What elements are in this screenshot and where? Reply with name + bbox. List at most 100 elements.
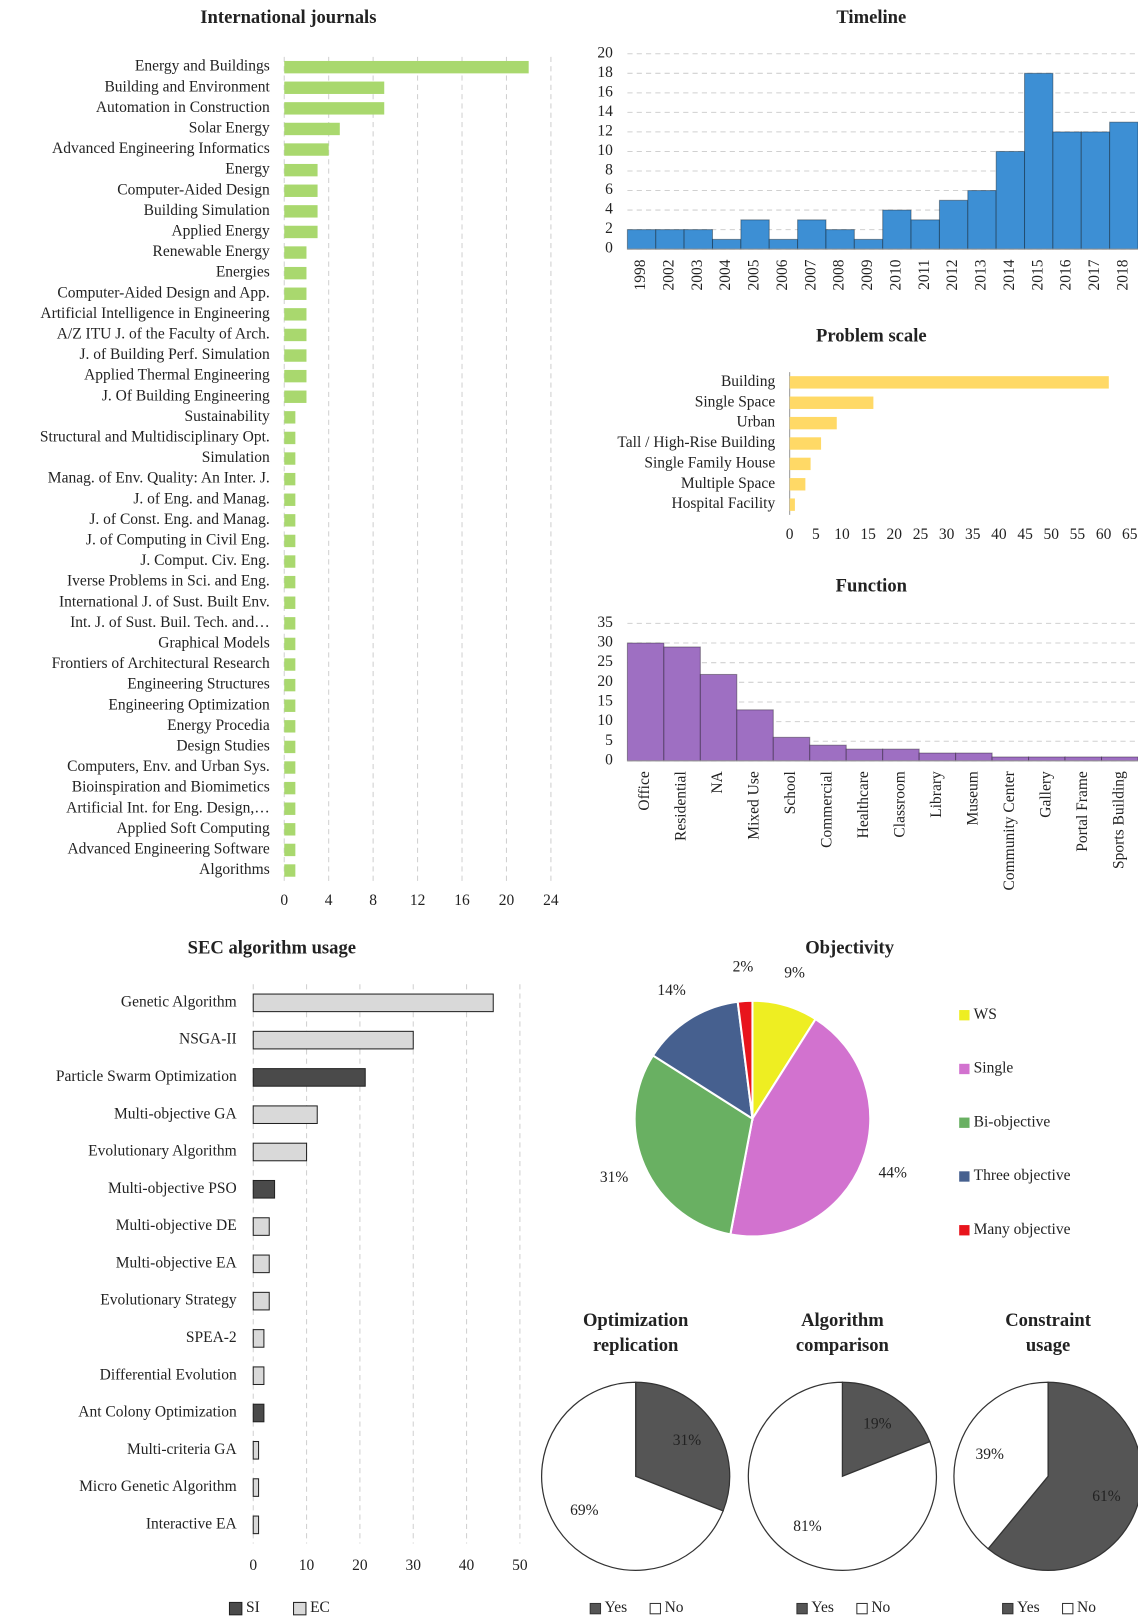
x-tick-label: 1998 [632,259,649,290]
y-tick-label: 10 [597,712,613,729]
x-tick-label: 16 [454,892,470,909]
y-tick-label: Energy and Buildings [135,58,270,75]
bar [825,229,855,250]
x-tick-label: 10 [834,526,850,543]
y-tick-label: J. of Building Perf. Simulation [79,346,270,363]
data-label: 31% [600,1169,628,1186]
y-tick-label: Computer-Aided Design [117,181,270,198]
bar [284,205,318,218]
x-tick-label: 15 [860,526,876,543]
legend-swatch [959,1171,970,1182]
bar [284,534,296,548]
bar [284,246,307,259]
x-tick-label: 50 [1044,526,1060,543]
legend-swatch [589,1602,602,1615]
bar [284,514,296,527]
x-tick-label: 0 [280,892,288,909]
y-tick-label: Particle Swarm Optimization [56,1068,237,1085]
y-tick-label: Applied Energy [171,223,270,240]
x-tick-label: 2005 [746,259,763,290]
bar [284,452,296,465]
data-label: 61% [1092,1488,1120,1505]
chart-title: Timeline [836,7,906,28]
bar [789,437,822,450]
bar [284,472,296,486]
x-tick-label: Gallery [1037,771,1054,818]
bar [995,150,1026,250]
bar [991,756,1030,762]
x-tick-label: Classroom [891,771,908,837]
x-tick-label: 2012 [944,259,961,290]
y-tick-label: J. of Const. Eng. and Manag. [89,511,269,528]
bar [853,238,884,250]
legend-label: No [1077,1599,1096,1616]
y-tick-label: Multiple Space [681,475,775,492]
y-tick-label: Tall / High-Rise Building [617,434,775,451]
bar [284,328,307,342]
x-tick-label: 0 [786,526,794,543]
chart-title: SEC algorithm usage [188,937,356,958]
data-label: 2% [733,959,754,976]
x-tick-label: 2016 [1058,259,1075,290]
bar [768,238,799,250]
x-tick-label: 4 [325,892,333,909]
data-label: 69% [570,1502,598,1519]
y-tick-label: 6 [605,181,613,198]
y-tick-label: Graphical Models [158,634,269,651]
chart-title: Objectivity [805,937,895,958]
bar [711,238,742,250]
bar [284,81,385,94]
bar [626,642,665,762]
data-label: 81% [793,1518,821,1535]
y-tick-label: Building Simulation [144,202,270,219]
bar [252,1142,308,1162]
legend-label: No [665,1599,684,1616]
bar [252,1105,318,1125]
y-tick-label: Artificial Int. for Eng. Design,… [66,799,270,816]
bar [284,184,318,197]
bar [797,219,827,250]
legend-label: Yes [811,1599,834,1616]
y-tick-label: Urban [736,414,775,431]
y-tick-label: Applied Soft Computing [116,820,270,837]
y-tick-label: J. of Computing in Civil Eng. [86,531,270,548]
y-tick-label: J. Of Building Engineering [102,387,270,404]
bar [1052,131,1082,250]
y-tick-label: Evolutionary Strategy [100,1292,237,1309]
legend-swatch [959,1225,970,1236]
bar [1028,756,1066,762]
bar [252,1291,270,1311]
y-tick-label: Micro Genetic Algorithm [79,1478,237,1495]
y-tick-label: Genetic Algorithm [121,993,237,1010]
y-tick-label: 30 [597,634,613,651]
x-tick-label: Community Center [1001,770,1018,890]
legend-swatch [959,1117,970,1128]
x-tick-label: 0 [249,1557,257,1574]
y-tick-label: Advanced Engineering Software [67,840,269,857]
bar [845,748,884,762]
pie-slice [736,999,754,1119]
bar [736,709,774,762]
y-tick-label: 10 [597,142,613,159]
bar [284,596,296,609]
legend-swatch [796,1602,808,1615]
x-tick-label: 2008 [831,259,848,290]
x-tick-label: 55 [1070,526,1086,543]
bar [1064,756,1103,762]
bar [284,761,296,774]
bar [284,60,529,74]
y-tick-label: Computers, Env. and Urban Sys. [67,758,270,775]
y-tick-label: 0 [605,751,613,768]
legend-swatch [959,1010,970,1021]
y-tick-label: NSGA-II [179,1031,237,1048]
y-tick-label: 12 [597,122,612,139]
x-tick-label: 40 [991,526,1007,543]
bar [284,369,307,383]
x-tick-label: Residential [673,771,690,841]
bar [252,1440,260,1460]
y-tick-label: 25 [597,653,613,670]
bar [918,752,957,762]
bar [1024,72,1054,250]
y-tick-label: Structural and Multidisciplinary Opt. [40,429,270,446]
